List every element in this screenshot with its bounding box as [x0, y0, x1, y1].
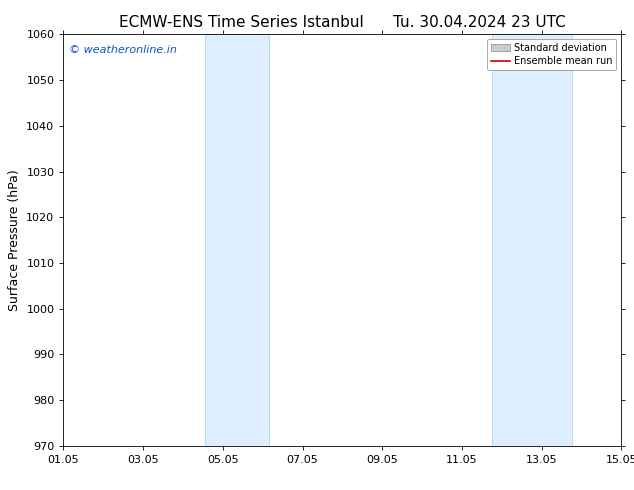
Bar	[492, 34, 571, 446]
Y-axis label: Surface Pressure (hPa): Surface Pressure (hPa)	[8, 169, 21, 311]
Title: ECMW-ENS Time Series Istanbul      Tu. 30.04.2024 23 UTC: ECMW-ENS Time Series Istanbul Tu. 30.04.…	[119, 15, 566, 30]
Legend: Standard deviation, Ensemble mean run: Standard deviation, Ensemble mean run	[487, 39, 616, 70]
Bar	[205, 34, 269, 446]
Text: © weatheronline.in: © weatheronline.in	[69, 45, 177, 54]
